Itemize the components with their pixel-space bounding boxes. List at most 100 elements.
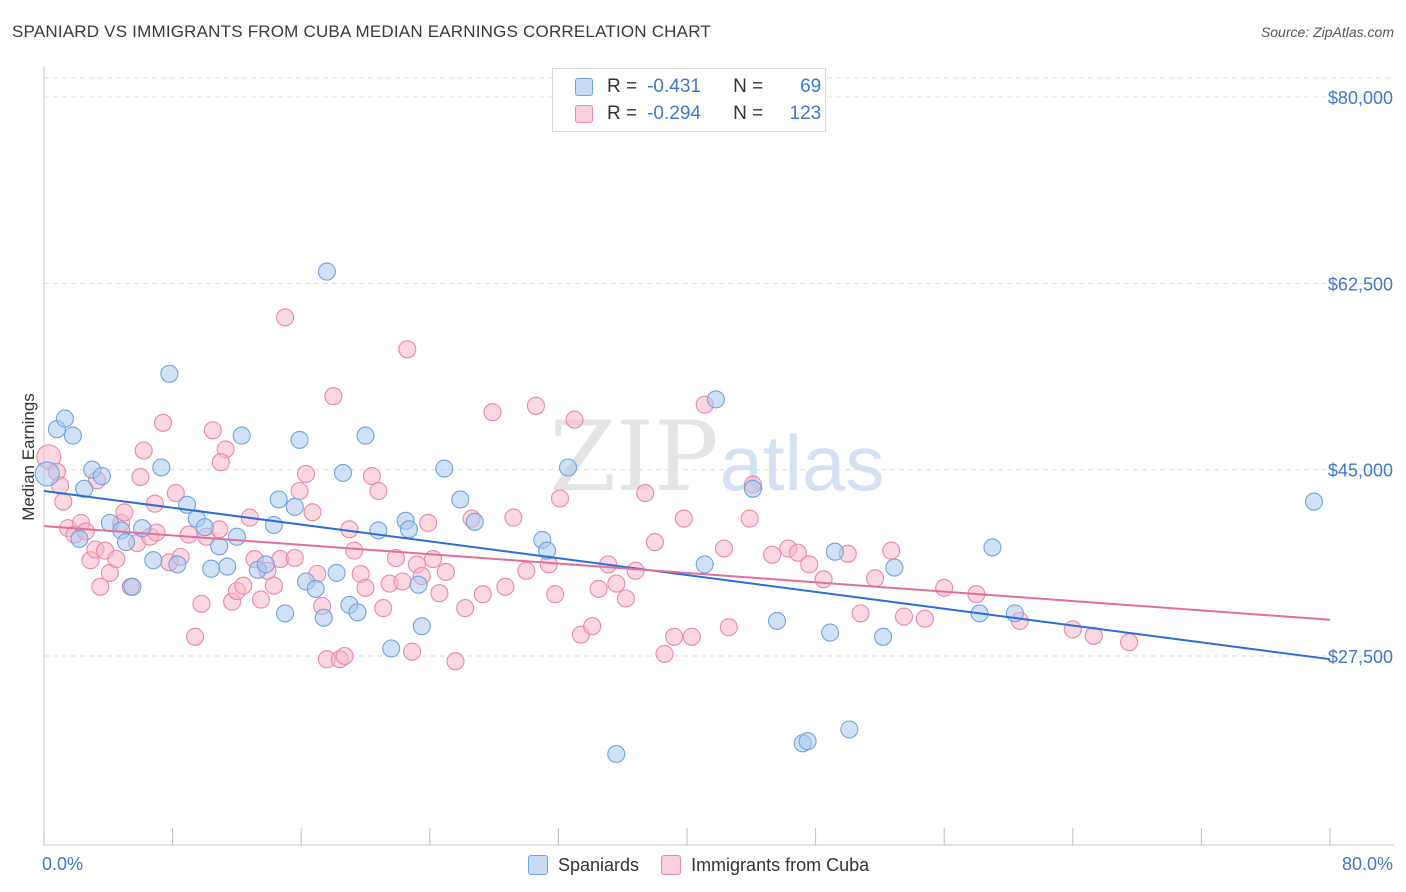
spaniards-point — [743, 479, 762, 498]
cuba-point — [589, 579, 608, 598]
spaniards-point — [409, 575, 428, 594]
cuba-point — [369, 481, 388, 501]
legend-label-cuba: Immigrants from Cuba — [691, 854, 870, 875]
cuba-point — [504, 508, 523, 527]
spaniards-point — [1304, 492, 1323, 511]
cuba-point — [398, 340, 417, 359]
spaniards-point — [210, 537, 229, 556]
gridlines — [44, 77, 1394, 657]
tick-labels: $27,500 $45,000 $62,500 $80,000 0.0% 80.0% — [42, 88, 1393, 874]
cuba-point — [335, 646, 354, 666]
cuba-point — [436, 562, 455, 581]
spaniards-point — [306, 579, 325, 598]
legend-row-cuba: R = -0.294 N = 123 — [575, 102, 821, 126]
cuba-point — [91, 577, 110, 596]
spaniards-point — [116, 533, 136, 552]
trend-line-spaniards — [43, 489, 1331, 661]
spaniards-point — [195, 518, 214, 537]
spaniards-point — [55, 409, 74, 428]
spaniards-point — [885, 558, 904, 577]
spaniards-point — [465, 512, 484, 531]
cuba-point — [324, 387, 343, 406]
cuba-point — [814, 570, 833, 589]
spaniards-point — [285, 497, 304, 516]
legend-n-label: N = — [733, 76, 764, 97]
spaniards-point — [168, 555, 187, 574]
legend-item-cuba[interactable]: Immigrants from Cuba — [661, 855, 869, 876]
legend-swatch-spaniards — [575, 78, 593, 96]
spaniards-point — [152, 458, 171, 477]
cuba-point — [645, 533, 664, 552]
cuba-point — [674, 509, 693, 528]
legend-swatch-cuba — [661, 855, 682, 875]
legend-r-value: -0.294 — [647, 103, 701, 124]
cuba-point — [456, 599, 475, 618]
cuba-point — [496, 577, 515, 596]
cuba-point — [179, 525, 198, 544]
legend-row-spaniards: R = -0.431 N = 69 — [575, 75, 821, 99]
cuba-point — [403, 642, 422, 661]
cuba-point — [446, 652, 465, 671]
cuba-point — [800, 555, 819, 574]
y-tick-label: $27,500 — [1328, 647, 1393, 667]
cuba-point — [714, 539, 734, 558]
cuba-point — [203, 421, 222, 440]
spaniards-point — [218, 557, 237, 576]
spaniards-point — [63, 426, 82, 445]
legend-item-spaniards[interactable]: Spaniards — [528, 855, 639, 876]
spaniards-point — [767, 611, 787, 630]
cuba-point — [851, 604, 870, 623]
y-axis-title: Median Earnings — [19, 393, 38, 521]
cuba-point — [882, 541, 901, 560]
cuba-point — [915, 609, 934, 628]
series-legend: Spaniards Immigrants from Cuba — [528, 852, 891, 878]
watermark-atlas: atlas — [720, 419, 885, 507]
spaniards-point — [348, 603, 367, 622]
spaniards-point — [840, 720, 859, 739]
cuba-point — [526, 396, 545, 415]
spaniards-point — [75, 479, 94, 498]
cuba-point — [682, 627, 701, 646]
chart-title: SPANIARD VS IMMIGRANTS FROM CUBA MEDIAN … — [12, 22, 711, 41]
spaniards-point — [314, 608, 333, 627]
spaniards-point — [317, 262, 336, 281]
cuba-point — [345, 541, 364, 560]
spaniards-point — [202, 559, 221, 578]
spaniards-point — [558, 458, 578, 477]
spaniards-point — [399, 520, 418, 539]
spaniards-point — [269, 490, 288, 509]
cuba-point — [655, 644, 674, 663]
cuba-point — [393, 572, 412, 591]
cuba-point — [935, 578, 954, 597]
cuba-point — [483, 403, 502, 422]
x-tick-label-start: 0.0% — [42, 854, 83, 874]
cuba-point — [153, 413, 173, 432]
legend-label-spaniards: Spaniards — [558, 854, 640, 875]
cuba-point — [1063, 620, 1082, 639]
legend-n-value: 123 — [789, 103, 822, 124]
cuba-point — [54, 492, 73, 511]
cuba-point — [607, 574, 626, 593]
x-tick-label-end: 80.0% — [1342, 854, 1393, 874]
cuba-point — [362, 467, 381, 486]
spaniards-point — [825, 542, 844, 561]
spaniards-point — [538, 541, 557, 560]
cuba-point — [131, 468, 150, 487]
spaniards-point — [70, 529, 89, 548]
spaniards-point — [144, 551, 163, 570]
trend-line-cuba — [43, 525, 1331, 621]
spaniards-point — [821, 623, 840, 642]
cuba-point — [296, 464, 316, 483]
watermark: ZIP atlas — [549, 401, 884, 513]
cuba-point — [211, 453, 230, 472]
cuba-point — [546, 585, 565, 604]
cuba-point — [285, 548, 304, 568]
cuba-point — [419, 513, 438, 532]
y-tick-label: $62,500 — [1328, 274, 1393, 294]
spaniards-point — [451, 490, 470, 509]
cuba-point — [473, 585, 492, 604]
cuba-point — [234, 576, 253, 595]
legend-n-value: 69 — [800, 76, 822, 97]
spaniards-point — [706, 390, 725, 409]
